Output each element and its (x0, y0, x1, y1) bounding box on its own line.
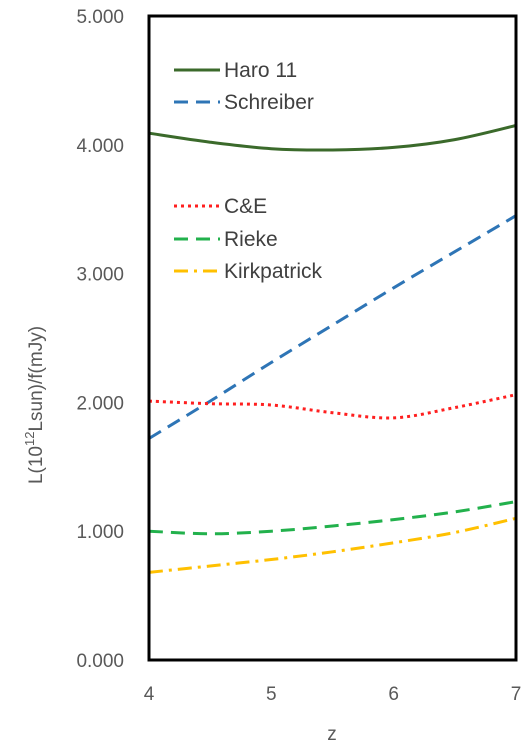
x-tick-label: 7 (511, 684, 522, 705)
x-tick-label: 4 (144, 684, 155, 705)
y-tick-label: 5.000 (76, 7, 124, 28)
x-axis-title: z (327, 724, 337, 745)
series-line-c-e (148, 393, 517, 420)
y-tick-label: 3.000 (76, 265, 124, 286)
y-tick-label: 1.000 (76, 522, 124, 543)
series-line-schreiber (148, 214, 517, 440)
legend-label: Kirkpatrick (224, 260, 323, 283)
y-tick-label: 2.000 (76, 393, 124, 414)
y-axis-title-suffix: Lsun)/f(mJy) (26, 326, 47, 432)
series-line-kirkpatrick (148, 516, 517, 574)
y-axis-title-superscript: 12 (22, 432, 37, 446)
legend: Haro 11 Schreiber C&E Rieke Kirkpatrick (174, 59, 323, 283)
tick-labels: 0.000 1.000 2.000 3.000 4.000 5.000 4 5 6 7 (76, 7, 521, 705)
x-tick-label: 5 (266, 684, 277, 705)
legend-label: Haro 11 (224, 59, 297, 82)
x-tick-label: 6 (388, 684, 399, 705)
legend-label: Schreiber (224, 91, 314, 114)
plot-area (148, 124, 517, 574)
series-line-haro-11 (148, 124, 517, 152)
legend-label: Rieke (224, 228, 278, 251)
y-axis-title-prefix: L(10 (26, 446, 47, 484)
y-tick-label: 4.000 (76, 136, 124, 157)
legend-label: C&E (224, 195, 267, 218)
y-tick-label: 0.000 (76, 651, 124, 672)
plot-frame (147, 14, 518, 662)
series-line-rieke (148, 500, 517, 536)
y-axis-title: L(1012Lsun)/f(mJy) (22, 326, 47, 484)
